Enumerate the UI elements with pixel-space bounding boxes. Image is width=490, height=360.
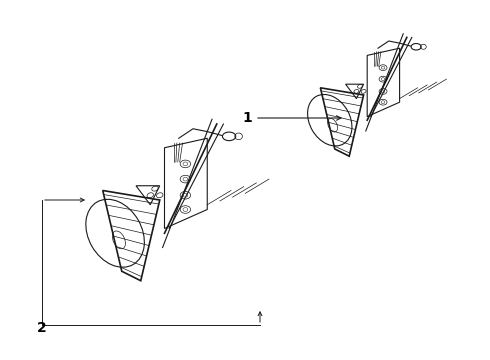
- Text: 1: 1: [242, 111, 252, 125]
- Text: 2: 2: [37, 321, 47, 335]
